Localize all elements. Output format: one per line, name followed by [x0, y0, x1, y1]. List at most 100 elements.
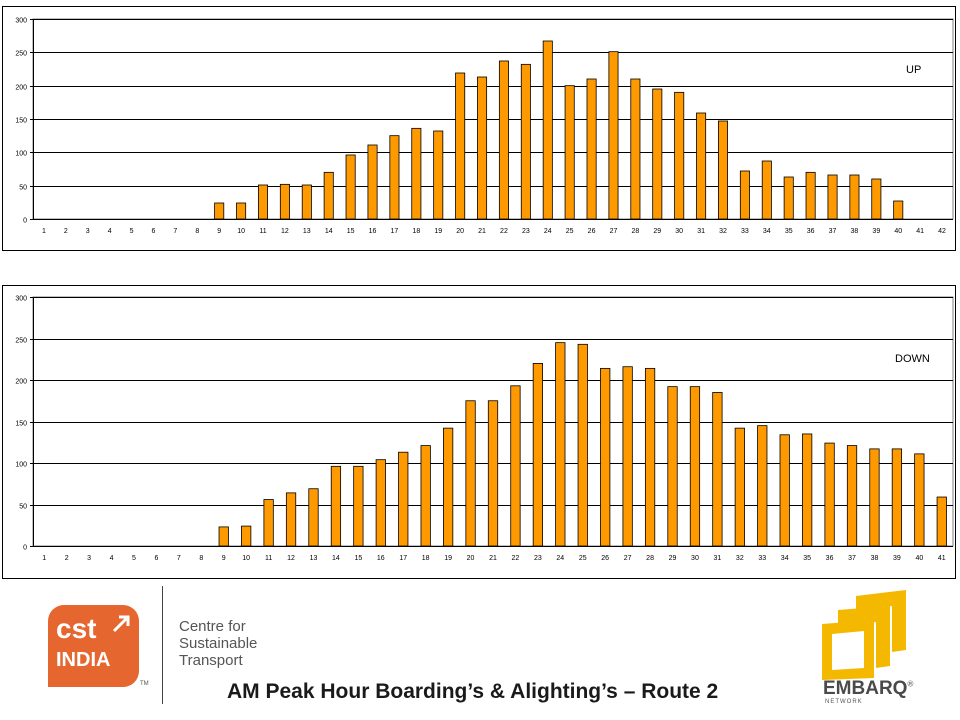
up-x-tick-label: 35 [785, 228, 793, 235]
up-y-tick-label: 50 [19, 185, 27, 192]
up-bar [214, 202, 225, 220]
down-bar [375, 459, 386, 547]
up-x-tick-label: 15 [347, 228, 355, 235]
down-x-tick-label: 8 [199, 555, 203, 562]
up-y-tick-label: 150 [15, 118, 27, 125]
down-bar [465, 400, 476, 547]
down-bar [869, 448, 880, 547]
up-x-tick-label: 40 [894, 228, 902, 235]
down-x-tick-label: 27 [624, 555, 632, 562]
up-x-tick-label: 2 [64, 228, 68, 235]
up-x-tick-label: 32 [719, 228, 727, 235]
down-bar [420, 445, 431, 547]
down-bar [577, 343, 588, 547]
up-x-tick-label: 38 [851, 228, 859, 235]
up-bar [477, 76, 488, 220]
down-x-tick-label: 23 [534, 555, 542, 562]
organization-name: Centre for Sustainable Transport [179, 618, 299, 669]
up-y-tick-label: 300 [15, 18, 27, 25]
up-bar [893, 200, 904, 220]
down-y-tick-label: 50 [19, 504, 27, 511]
up-bar [367, 144, 378, 220]
down-y-tick-label: 0 [23, 545, 27, 552]
up-x-tick-label: 11 [259, 228, 266, 235]
down-series-label: DOWN [895, 353, 930, 365]
up-chart: 0 50 100 150 200 250 300 1 2 3 4 5 6 7 8 9 10 11 12 13 14 15 1… [2, 6, 956, 251]
up-x-tick-label: 20 [456, 228, 464, 235]
embarq-logo-icon [822, 590, 906, 680]
registered-mark: ® [907, 679, 914, 689]
down-x-tick-label: 5 [132, 555, 136, 562]
down-x-tick-label: 3 [87, 555, 91, 562]
down-bar [712, 392, 723, 547]
up-bar [739, 170, 750, 220]
down-bar [824, 442, 835, 547]
cst-logo-text: cst [56, 613, 97, 644]
up-x-tick-label: 30 [675, 228, 683, 235]
up-bar [257, 184, 268, 220]
up-bar [608, 51, 619, 220]
up-bar [520, 63, 531, 220]
up-y-tick-label: 250 [15, 51, 27, 58]
down-x-tick-label: 40 [915, 555, 923, 562]
up-x-tick-label: 6 [152, 228, 156, 235]
down-bar [936, 496, 947, 547]
down-x-tick-label: 32 [736, 555, 744, 562]
down-x-tick-label: 39 [893, 555, 901, 562]
up-x-tick-label: 22 [500, 228, 508, 235]
down-y-tick-label: 300 [15, 296, 27, 303]
up-x-tick-label: 34 [763, 228, 771, 235]
up-x-tick-label: 18 [412, 228, 420, 235]
up-x-tick-label: 27 [610, 228, 618, 235]
down-x-tick-label: 12 [287, 555, 295, 562]
up-bar [674, 91, 685, 220]
down-x-tick-label: 36 [826, 555, 834, 562]
down-y-tick-label: 200 [15, 379, 27, 386]
down-bar [218, 526, 229, 547]
up-bar [345, 154, 356, 220]
down-bar [757, 425, 768, 547]
down-y-tick-label: 250 [15, 338, 27, 345]
up-bar [586, 78, 597, 220]
up-x-tick-label: 12 [281, 228, 289, 235]
down-bar [443, 427, 454, 547]
down-bar [263, 499, 274, 547]
down-x-tick-label: 35 [803, 555, 811, 562]
up-x-tick-label: 26 [588, 228, 596, 235]
up-bar [498, 60, 509, 220]
down-bar [644, 367, 656, 547]
down-bar [285, 492, 297, 547]
up-bar [411, 127, 422, 220]
down-x-tick-label: 7 [177, 555, 181, 562]
up-bar [761, 160, 772, 220]
up-x-tick-label: 17 [391, 228, 399, 235]
up-x-tick-label: 9 [217, 228, 221, 235]
up-series-label: UP [906, 64, 922, 76]
down-x-tick-label: 1 [42, 555, 46, 562]
org-name-line: Sustainable [179, 635, 258, 652]
down-x-tick-label: 37 [848, 555, 856, 562]
down-bar [667, 386, 678, 547]
up-x-tick-label: 23 [522, 228, 530, 235]
up-x-tick-label: 13 [303, 228, 311, 235]
down-bar [689, 386, 701, 547]
down-bar [779, 434, 790, 547]
up-x-tick-label: 10 [237, 228, 245, 235]
up-x-tick-label: 31 [697, 228, 705, 235]
up-bar [279, 183, 290, 220]
down-bar [802, 433, 813, 547]
down-bar [308, 488, 319, 547]
down-x-tick-label: 28 [646, 555, 654, 562]
down-bar [555, 342, 566, 547]
down-x-tick-label: 18 [422, 555, 430, 562]
up-bar [301, 184, 312, 220]
embarq-network-label: NETWORK [825, 699, 863, 705]
up-bar [433, 130, 444, 220]
down-chart: 0 50 100 150 200 250 300 1 2 3 4 5 6 7 8 9 10 11 12 13 14 15 1… [2, 285, 956, 579]
down-bar [241, 525, 252, 547]
down-x-tick-label: 26 [601, 555, 609, 562]
embarq-wordmark: EMBARQ® [823, 678, 913, 700]
down-bar [600, 367, 611, 547]
